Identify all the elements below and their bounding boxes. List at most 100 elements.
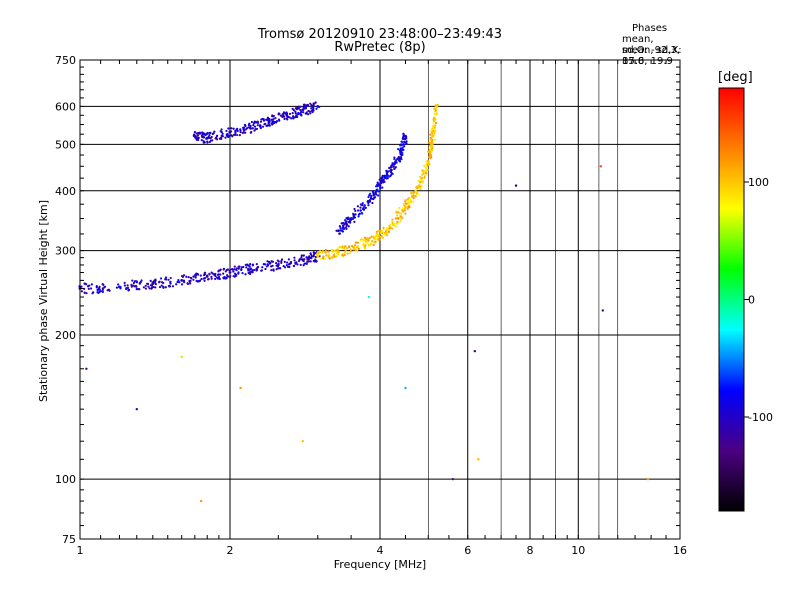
data-point	[80, 285, 83, 288]
data-point	[83, 291, 86, 294]
data-point	[107, 288, 110, 291]
data-point	[229, 274, 232, 278]
data-point	[379, 231, 382, 235]
data-point	[95, 286, 98, 289]
data-point	[152, 280, 156, 283]
data-point	[331, 256, 334, 259]
y-tick-label: 750	[55, 54, 76, 67]
data-point	[298, 258, 301, 261]
data-point	[235, 268, 238, 272]
data-point	[134, 284, 138, 288]
data-point	[315, 260, 318, 263]
data-point	[406, 199, 410, 202]
data-point	[251, 263, 255, 266]
x-tick-label: 6	[464, 544, 471, 557]
data-point	[255, 263, 258, 266]
data-point	[244, 131, 247, 134]
data-point	[428, 163, 431, 166]
data-point	[294, 112, 297, 115]
data-point	[256, 265, 260, 269]
data-point	[423, 176, 426, 179]
data-point	[219, 130, 222, 133]
data-point	[265, 118, 268, 121]
data-point	[356, 209, 360, 212]
data-point	[381, 178, 384, 181]
data-point	[302, 111, 305, 114]
data-point	[98, 285, 101, 288]
data-point	[200, 131, 204, 134]
data-point	[201, 135, 204, 139]
data-point	[203, 276, 207, 280]
data-point	[414, 195, 417, 198]
data-point	[85, 292, 88, 295]
data-point	[259, 126, 262, 129]
data-point	[292, 264, 296, 268]
data-point	[418, 187, 422, 190]
data-point	[176, 280, 179, 284]
data-point	[171, 285, 175, 288]
data-point	[169, 276, 172, 280]
data-point	[389, 174, 393, 177]
data-point	[275, 268, 278, 271]
data-point	[90, 283, 93, 286]
data-point	[306, 260, 309, 263]
data-point	[280, 258, 284, 261]
data-point	[208, 131, 211, 135]
data-point	[377, 194, 380, 197]
data-point	[343, 218, 347, 222]
stats-line-x: mean, sd,X: 85.6, 19.9	[622, 45, 682, 67]
data-point	[306, 104, 309, 107]
data-point	[297, 105, 301, 108]
data-point	[422, 172, 425, 175]
data-point	[312, 251, 315, 254]
data-point	[339, 226, 342, 229]
data-point	[392, 163, 396, 166]
data-point	[261, 125, 265, 128]
data-point	[305, 262, 308, 266]
data-point	[427, 141, 431, 144]
data-point	[367, 243, 370, 247]
data-point	[387, 230, 391, 233]
data-point	[433, 107, 436, 110]
data-point	[310, 103, 313, 107]
data-point	[231, 267, 234, 271]
data-point	[341, 227, 344, 230]
x-tick-label: 4	[377, 544, 384, 557]
data-point	[189, 282, 192, 285]
data-point	[218, 137, 222, 140]
data-point	[194, 136, 197, 139]
data-point	[152, 285, 155, 289]
axis-ticks: 1 2 4 6 8 10 16 75 100 200 300 400 500 600 750	[55, 54, 687, 557]
data-point	[283, 260, 286, 263]
data-point	[278, 119, 281, 122]
data-point	[101, 290, 104, 293]
data-point	[433, 126, 436, 129]
data-point	[255, 268, 259, 272]
data-point	[321, 249, 325, 253]
data-point	[253, 125, 257, 128]
data-point	[149, 279, 152, 282]
data-point	[418, 185, 422, 188]
data-point	[388, 223, 392, 226]
data-point	[264, 267, 267, 271]
data-point	[312, 109, 315, 112]
data-point	[367, 204, 370, 207]
data-point	[318, 250, 322, 253]
data-point	[217, 275, 221, 279]
data-point	[268, 262, 271, 265]
data-point	[429, 151, 432, 154]
data-point	[205, 274, 209, 277]
data-point	[376, 184, 379, 188]
data-point	[419, 181, 422, 184]
data-point	[103, 285, 107, 288]
data-point	[232, 133, 236, 136]
grid-lines	[80, 60, 680, 539]
data-point	[404, 200, 407, 203]
data-point	[245, 266, 248, 269]
data-point	[399, 153, 402, 156]
data-point	[300, 254, 303, 257]
data-point	[142, 286, 145, 289]
data-point	[359, 209, 362, 212]
data-point	[366, 241, 369, 244]
data-point	[260, 269, 263, 272]
